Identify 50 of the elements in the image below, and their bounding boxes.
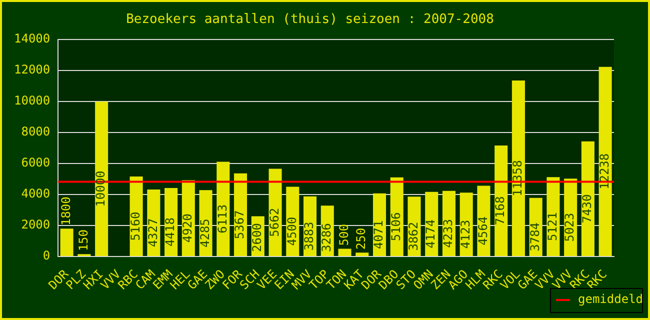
legend-label: gemiddeld <box>578 292 644 306</box>
data-label: 4174 <box>424 219 438 248</box>
data-label: 500 <box>336 224 351 246</box>
data-label: 4920 <box>180 214 195 243</box>
y-tick-label: 10000 <box>14 94 50 108</box>
data-label: 1800 <box>58 196 73 226</box>
data-label: 4071 <box>372 220 386 250</box>
data-label: 4418 <box>163 218 178 246</box>
data-label: 4285 <box>198 218 212 248</box>
data-label: 5023 <box>562 212 577 242</box>
data-label: 3883 <box>302 222 316 251</box>
data-label: 4500 <box>284 216 299 246</box>
bar <box>338 248 352 256</box>
data-label: 3784 <box>528 222 542 252</box>
data-label: 6113 <box>215 204 230 234</box>
bar <box>268 168 282 256</box>
bar <box>512 80 525 256</box>
data-label: 7168 <box>493 196 508 226</box>
data-label: 3286 <box>320 223 334 252</box>
data-label: 10000 <box>94 170 108 207</box>
data-label: 5121 <box>545 212 560 242</box>
y-tick-label: 14000 <box>14 32 50 46</box>
data-label: 5160 <box>128 212 142 241</box>
data-label: 5106 <box>388 212 403 242</box>
y-tick-label: 8000 <box>21 124 50 139</box>
data-label: 2600 <box>250 223 264 252</box>
data-label: 4123 <box>458 220 472 249</box>
bar <box>494 145 508 256</box>
data-label: 4233 <box>441 218 456 248</box>
bar <box>598 66 612 256</box>
y-tick-label: 0 <box>42 248 50 263</box>
data-label: 3862 <box>406 222 420 251</box>
y-tick-label: 12000 <box>14 62 50 77</box>
data-label: 5367 <box>232 210 247 240</box>
bar <box>356 252 369 256</box>
data-label: 12238 <box>597 153 612 190</box>
chart-title: Bezoekers aantallen (thuis) seizoen : 2007-2008 <box>126 12 494 28</box>
data-label: 150 <box>76 229 90 252</box>
bar <box>60 228 74 256</box>
data-label: 250 <box>354 228 368 250</box>
data-label: 4327 <box>146 218 160 248</box>
y-tick-label: 6000 <box>21 156 50 170</box>
bar <box>581 141 594 256</box>
data-label: 4564 <box>476 216 490 246</box>
y-tick-label: 2000 <box>21 218 50 232</box>
bar <box>95 102 108 256</box>
y-tick-label: 4000 <box>21 186 50 201</box>
data-label: 5662 <box>267 208 282 237</box>
data-label: 7430 <box>580 194 594 224</box>
data-label: 11358 <box>510 160 525 196</box>
